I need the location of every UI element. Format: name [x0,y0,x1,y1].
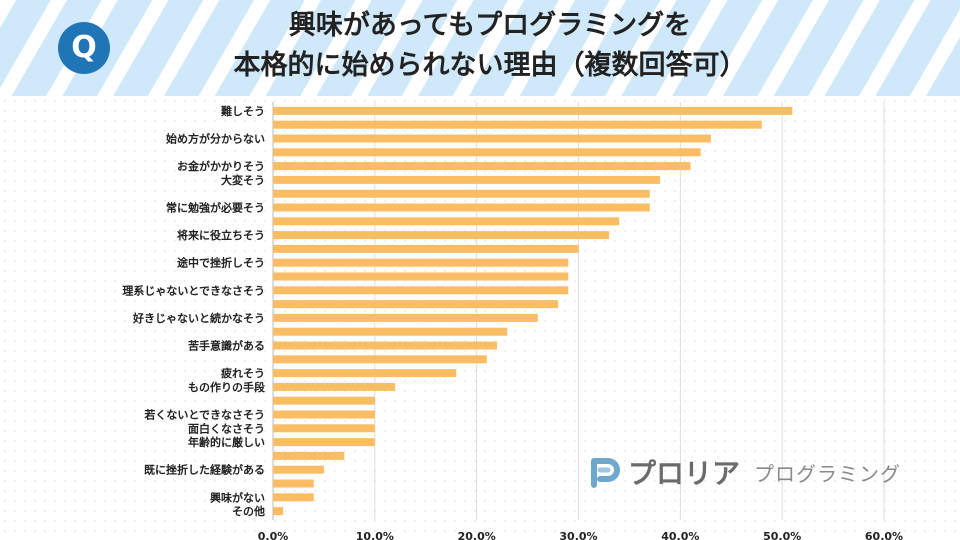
category-label: 疲れそう [221,366,265,380]
title-line-2: 本格的に始められない理由（複数回答可） [233,50,747,81]
x-tick-label: 30.0% [559,530,597,540]
bar-13 [273,286,569,295]
bar-8 [273,217,620,226]
category-label: 始め方が分からない [166,132,265,146]
bar-16 [273,327,508,336]
bar-21 [273,396,375,405]
bar-28 [273,493,314,502]
proria-logo: プロリア プログラミング [588,452,901,492]
bar-18 [273,355,487,364]
x-tick-label: 50.0% [763,530,801,540]
category-label: 面白くなさそう [188,421,265,435]
bar-12 [273,272,569,281]
bar-15 [273,313,538,322]
bar-23 [273,424,375,433]
x-tick-label: 20.0% [458,530,496,540]
proria-logo-icon [591,458,620,488]
title-line-1: 興味があってもプログラミングを [288,10,692,41]
x-tick-label: 40.0% [661,530,699,540]
category-label: もの作りの手段 [188,380,265,394]
bar-26 [273,465,324,474]
bar-7 [273,203,650,212]
category-label: 年齢的に厳しい [188,435,265,449]
q-badge: Q [58,22,110,74]
x-tick-label: 10.0% [356,530,394,540]
bar-14 [273,300,559,309]
header-banner: Q 興味があってもプログラミングを 本格的に始められない理由（複数回答可） [0,0,960,96]
x-tick-label: 0.0% [258,530,289,540]
category-label: お金がかかりそう [177,159,265,173]
bar-19 [273,369,457,378]
bar-4 [273,162,691,171]
category-label: 苦手意識がある [188,339,265,353]
bar-chart: 0.0% 10.0% 20.0% 30.0% 40.0% 50.0% 60.0% 難しそう始め… [122,102,903,540]
bar-22 [273,410,375,419]
bar-6 [273,189,650,198]
category-label: 途中で挫折しそう [177,256,265,270]
bar-2 [273,134,711,143]
category-label: 理系じゃないとできなさそう [122,283,265,297]
bar-3 [273,148,701,157]
bar-5 [273,175,660,184]
bar-1 [273,120,762,129]
logo-name: プロリア [628,457,741,490]
category-label: 大変そう [221,173,265,187]
bar-25 [273,451,345,460]
bar-10 [273,244,579,253]
category-label: 既に挫折した経験がある [144,463,265,477]
bar-0 [273,106,793,115]
bar-17 [273,341,498,350]
bar-20 [273,382,396,391]
category-label: 若くないとできなさそう [144,408,265,422]
category-label: 難しそう [221,104,265,118]
category-label: 興味がない [210,490,265,504]
logo-subtitle: プログラミング [754,461,902,486]
bar-9 [273,231,610,240]
category-label: 将来に役立ちそう [177,228,265,242]
category-label: その他 [232,504,265,518]
category-label: 好きじゃないと続かなそう [132,311,265,325]
category-label: 常に勉強が必要そう [166,201,265,215]
chart-title: 興味があってもプログラミングを 本格的に始められない理由（複数回答可） [140,6,840,86]
bar-11 [273,258,569,267]
x-tick-label: 60.0% [865,530,903,540]
bar-24 [273,438,375,447]
bar-27 [273,479,314,488]
bar-29 [273,507,284,516]
